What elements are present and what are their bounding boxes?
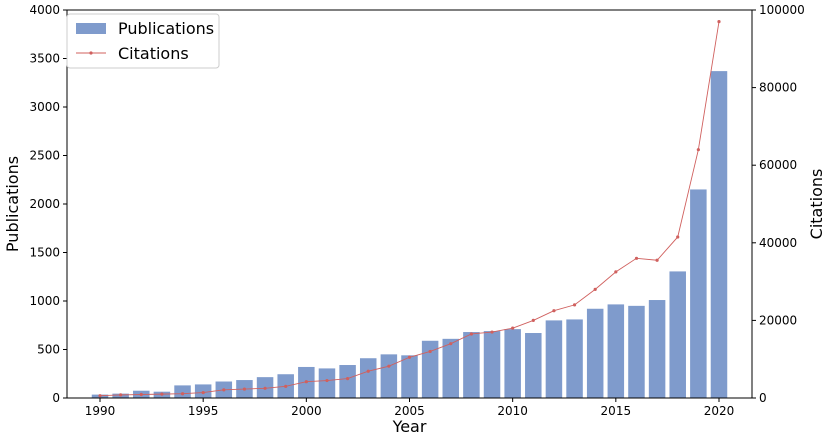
bar-2009 [483,331,501,398]
bar-2011 [525,333,542,398]
citations-point-2011 [531,318,535,322]
left-y-tick-label-2000: 2000 [29,197,60,211]
citations-point-2009 [490,330,494,334]
citations-point-1997 [242,387,247,391]
right-y-tick-label-40000: 40000 [759,236,797,250]
x-axis-title: Year [392,417,427,436]
citations-point-2012 [552,309,556,313]
right-y-tick-label-60000: 60000 [759,158,797,172]
x-tick-label-1995: 1995 [188,404,219,418]
citations-line [98,20,721,398]
citations-point-1998 [263,386,267,390]
bar-2016 [628,305,645,398]
citations-point-2019 [696,148,700,152]
citations-point-1994 [180,392,185,396]
citations-point-1993 [160,392,164,396]
left-y-tick-label-3500: 3500 [29,52,60,66]
legend: Publications Citations [66,13,220,69]
bar-2014 [586,308,604,398]
citations-point-1995 [201,390,205,395]
bar-1994 [174,385,191,398]
bar-2017 [648,300,666,398]
right-y-tick-label-100000: 100000 [759,3,805,17]
citations-point-2014 [593,287,597,291]
citations-point-1999 [284,384,288,388]
right-y-tick-label-80000: 80000 [759,81,797,95]
left-y-tick-label-1500: 1500 [29,246,60,260]
citations-point-2008 [469,332,473,336]
left-y-tick-label-3000: 3000 [29,100,60,114]
bar-2013 [566,319,583,398]
bar-2003 [359,358,377,398]
bar-2007 [442,338,460,398]
left-y-tick-label-2500: 2500 [29,149,60,163]
bar-2012 [545,320,563,398]
citations-point-2018 [676,235,680,239]
x-tick-label-1990: 1990 [85,404,116,418]
x-tick-label-2005: 2005 [394,404,425,418]
citations-point-2004 [387,364,391,368]
left-y-axis: 0 500 1000 1500 2000 2500 3000 3500 4000 [29,3,67,405]
bar-2004 [380,354,398,398]
x-axis: 1990 1995 2000 2005 2010 2015 2020 [85,398,735,418]
left-y-tick-label-4000: 4000 [29,3,60,17]
citations-point-2015 [614,270,618,274]
citations-point-1992 [139,392,143,397]
citations-point-1991 [119,393,123,397]
citations-polyline [99,21,720,397]
bar-2005 [401,355,418,398]
left-y-tick-label-0: 0 [52,391,60,405]
citations-point-2010 [511,326,515,330]
bar-2010 [504,329,521,398]
x-tick-label-2020: 2020 [704,404,735,418]
citations-point-2005 [407,355,412,359]
legend-label-citations: Citations [118,44,189,63]
right-y-axis-title: Citations [807,169,826,240]
left-y-tick-label-1000: 1000 [29,294,60,308]
publications-bars [91,71,728,399]
left-y-axis-title: Publications [3,156,22,252]
citations-point-2003 [366,369,370,373]
citations-point-2017 [655,258,659,262]
left-y-tick-label-500: 500 [37,343,60,357]
bar-2018 [669,271,686,398]
legend-swatch-publications [76,23,106,34]
citations-point-2016 [634,256,639,260]
bar-2015 [607,304,625,398]
bar-2006 [421,340,439,398]
citations-point-1996 [222,388,226,392]
x-tick-label-2000: 2000 [291,404,322,418]
bar-2008 [463,332,480,398]
citations-point-1990 [98,394,102,398]
citations-point-2020 [717,20,721,24]
bar-2002 [339,365,356,398]
bar-2020 [710,71,728,399]
bar-2019 [690,189,707,398]
right-y-tick-label-20000: 20000 [759,313,797,327]
citations-point-2013 [572,303,577,307]
legend-marker-citations [89,51,93,55]
citations-point-2007 [449,342,453,346]
citations-point-2000 [304,380,308,384]
right-y-axis: 0 20000 40000 60000 80000 100000 [752,3,805,405]
citations-point-2006 [428,349,432,354]
citations-point-2001 [325,378,329,383]
citations-point-2002 [346,377,350,381]
bar-2001 [318,368,336,398]
right-y-tick-label-0: 0 [759,391,767,405]
x-tick-label-2010: 2010 [497,404,528,418]
x-tick-label-2015: 2015 [601,404,632,418]
legend-label-publications: Publications [118,19,214,38]
